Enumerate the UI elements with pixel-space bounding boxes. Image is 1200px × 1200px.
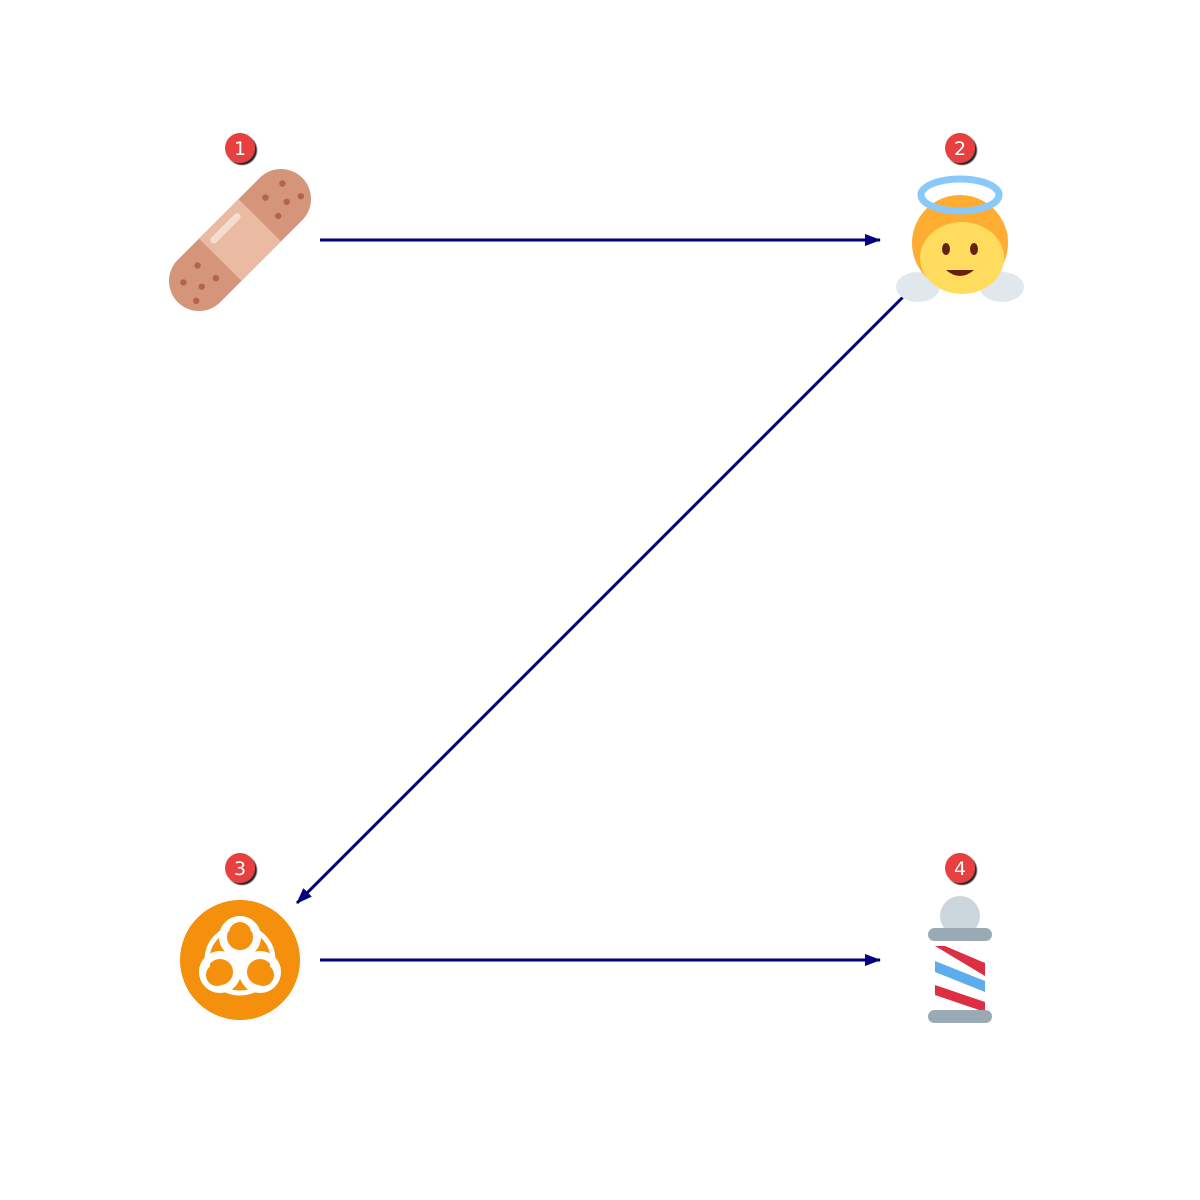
node-number: 3 <box>234 858 246 880</box>
node-number: 1 <box>234 138 246 160</box>
node-2: 2 <box>896 133 1024 302</box>
node-4: 4 <box>928 853 992 1023</box>
node-badge: 1 <box>225 133 255 163</box>
node-badge: 4 <box>945 853 975 883</box>
edges <box>295 234 905 966</box>
node-badge: 2 <box>945 133 975 163</box>
edge-2-to-3 <box>295 295 905 905</box>
node-number: 2 <box>954 138 966 160</box>
node-1: 1 <box>168 133 312 312</box>
adhesive-bandage-icon <box>168 168 312 312</box>
baby-angel-icon <box>896 175 1024 302</box>
node-3: 3 <box>180 853 300 1020</box>
node-badge: 3 <box>225 853 255 883</box>
barber-pole-icon <box>928 896 992 1023</box>
biohazard-icon <box>180 900 300 1020</box>
node-number: 4 <box>954 858 966 880</box>
